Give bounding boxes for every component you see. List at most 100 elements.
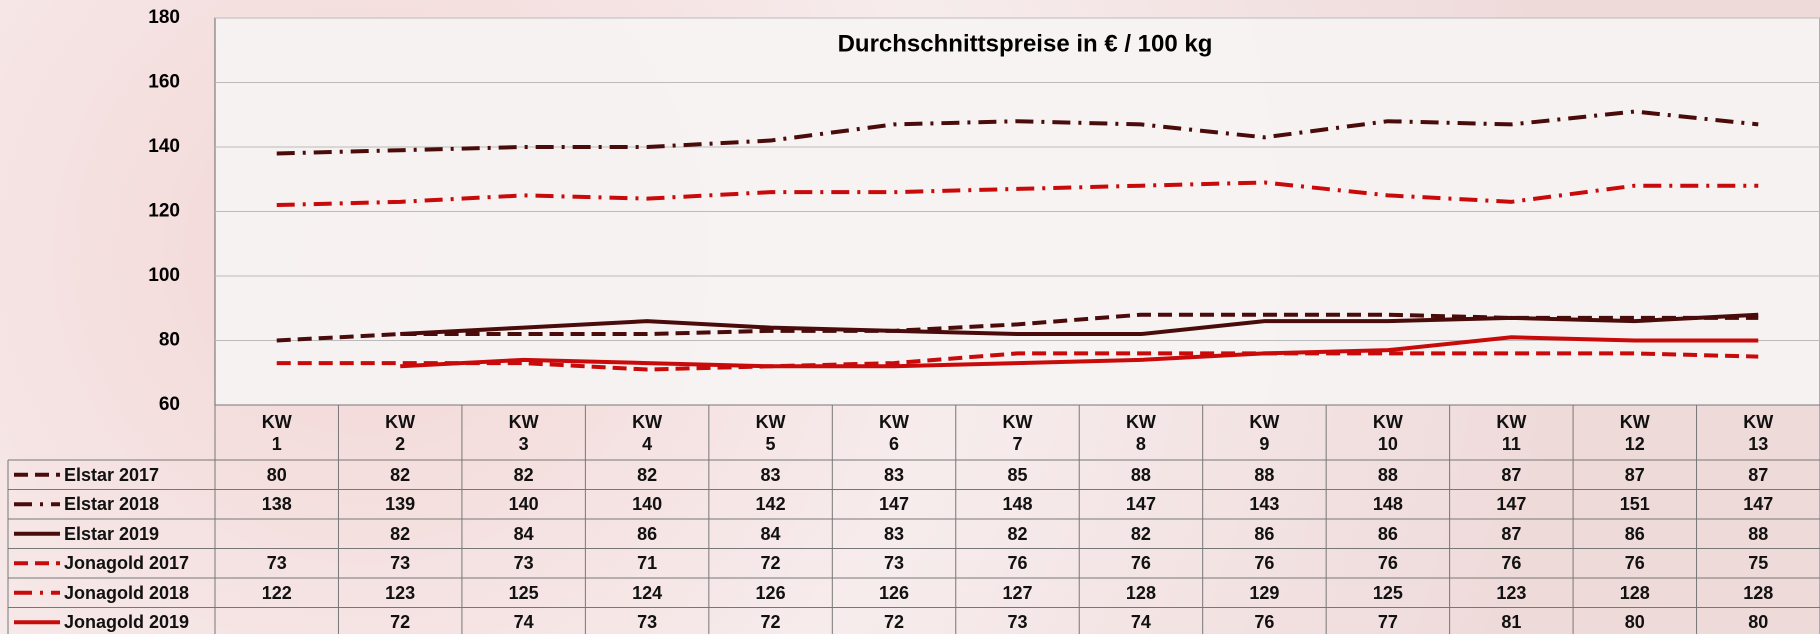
table-value: 148 bbox=[1372, 494, 1403, 515]
table-value: 86 bbox=[637, 523, 658, 544]
x-tick-label: KW 8 bbox=[1125, 411, 1156, 454]
table-value: 127 bbox=[1002, 582, 1033, 603]
y-tick-label: 160 bbox=[148, 72, 180, 93]
table-value: 126 bbox=[755, 582, 786, 603]
table-value: 76 bbox=[1130, 553, 1151, 574]
table-value: 88 bbox=[1377, 464, 1398, 485]
chart-title: Durchschnittspreise in € / 100 kg bbox=[838, 30, 1213, 57]
legend-label: Jonagold 2018 bbox=[64, 582, 190, 603]
table-value: 73 bbox=[1007, 612, 1028, 633]
x-tick-label: KW 3 bbox=[508, 411, 539, 454]
legend-label: Elstar 2019 bbox=[64, 523, 160, 544]
table-value: 122 bbox=[261, 582, 292, 603]
legend-label: Jonagold 2019 bbox=[64, 612, 190, 633]
table-value: 73 bbox=[390, 553, 411, 574]
series-line bbox=[276, 351, 1759, 372]
table-value: 83 bbox=[884, 523, 905, 544]
table-value: 76 bbox=[1007, 553, 1028, 574]
table-value: 147 bbox=[1125, 494, 1156, 515]
table-value: 77 bbox=[1377, 612, 1398, 633]
table-value: 76 bbox=[1254, 553, 1275, 574]
series-line bbox=[276, 180, 1759, 208]
table-value: 73 bbox=[884, 553, 905, 574]
x-tick-label: KW 4 bbox=[632, 411, 663, 454]
x-tick-label: KW 6 bbox=[879, 411, 910, 454]
legend-label: Elstar 2018 bbox=[64, 494, 160, 515]
table-value: 147 bbox=[1496, 494, 1527, 515]
x-tick-label: KW 13 bbox=[1743, 411, 1774, 454]
table-value: 88 bbox=[1254, 464, 1275, 485]
table-value: 80 bbox=[1748, 612, 1769, 633]
table-value: 80 bbox=[1624, 612, 1645, 633]
x-tick-label: KW 11 bbox=[1496, 411, 1527, 454]
table-value: 82 bbox=[390, 523, 411, 544]
x-tick-label: KW 7 bbox=[1002, 411, 1033, 454]
table-value: 123 bbox=[1496, 582, 1527, 603]
table-value: 83 bbox=[884, 464, 905, 485]
table-value: 72 bbox=[760, 553, 781, 574]
table-value: 147 bbox=[1743, 494, 1774, 515]
y-tick-label: 140 bbox=[148, 136, 180, 157]
x-tick-label: KW 9 bbox=[1249, 411, 1280, 454]
y-tick-label: 180 bbox=[148, 7, 180, 28]
series-line bbox=[276, 312, 1759, 343]
table-value: 128 bbox=[1743, 582, 1774, 603]
table-value: 83 bbox=[760, 464, 781, 485]
table-value: 82 bbox=[1130, 523, 1151, 544]
table-value: 72 bbox=[884, 612, 905, 633]
table-value: 148 bbox=[1002, 494, 1033, 515]
x-tick-label: KW 12 bbox=[1619, 411, 1650, 454]
table-value: 85 bbox=[1007, 464, 1028, 485]
table-value: 125 bbox=[508, 582, 539, 603]
table-value: 88 bbox=[1130, 464, 1151, 485]
table-value: 128 bbox=[1125, 582, 1156, 603]
table-value: 87 bbox=[1748, 464, 1769, 485]
series-line bbox=[276, 109, 1759, 156]
table-value: 88 bbox=[1748, 523, 1769, 544]
legend-label: Jonagold 2017 bbox=[64, 553, 190, 574]
table-value: 128 bbox=[1619, 582, 1650, 603]
table-value: 84 bbox=[760, 523, 781, 544]
x-tick-label: KW 5 bbox=[755, 411, 786, 454]
table-value: 76 bbox=[1254, 612, 1275, 633]
y-tick-label: 80 bbox=[159, 330, 180, 351]
table-value: 76 bbox=[1624, 553, 1645, 574]
y-tick-label: 60 bbox=[159, 394, 180, 415]
table-value: 87 bbox=[1501, 464, 1522, 485]
table-value: 72 bbox=[760, 612, 781, 633]
table-value: 80 bbox=[266, 464, 287, 485]
table-value: 82 bbox=[637, 464, 658, 485]
table-value: 84 bbox=[513, 523, 534, 544]
table-value: 82 bbox=[390, 464, 411, 485]
table-value: 86 bbox=[1624, 523, 1645, 544]
x-tick-label: KW 1 bbox=[261, 411, 292, 454]
table-value: 126 bbox=[879, 582, 910, 603]
table-value: 82 bbox=[1007, 523, 1028, 544]
table-value: 73 bbox=[513, 553, 534, 574]
x-tick-label: KW 2 bbox=[385, 411, 416, 454]
legend-label: Elstar 2017 bbox=[64, 464, 160, 485]
y-tick-label: 120 bbox=[148, 201, 180, 222]
table-value: 138 bbox=[261, 494, 292, 515]
table-value: 87 bbox=[1624, 464, 1645, 485]
table-value: 123 bbox=[385, 582, 416, 603]
table-value: 140 bbox=[632, 494, 663, 515]
x-tick-label: KW 10 bbox=[1372, 411, 1403, 454]
table-value: 76 bbox=[1501, 553, 1522, 574]
table-value: 74 bbox=[1130, 612, 1151, 633]
table-value: 73 bbox=[266, 553, 287, 574]
table-value: 143 bbox=[1249, 494, 1280, 515]
table-value: 139 bbox=[385, 494, 416, 515]
table-value: 81 bbox=[1501, 612, 1522, 633]
series-line bbox=[400, 335, 1759, 369]
table-value: 124 bbox=[632, 582, 663, 603]
series-line bbox=[400, 312, 1759, 337]
table-value: 129 bbox=[1249, 582, 1280, 603]
table-value: 71 bbox=[637, 553, 658, 574]
table-value: 74 bbox=[513, 612, 534, 633]
table-value: 82 bbox=[513, 464, 534, 485]
table-value: 86 bbox=[1377, 523, 1398, 544]
table-value: 73 bbox=[637, 612, 658, 633]
